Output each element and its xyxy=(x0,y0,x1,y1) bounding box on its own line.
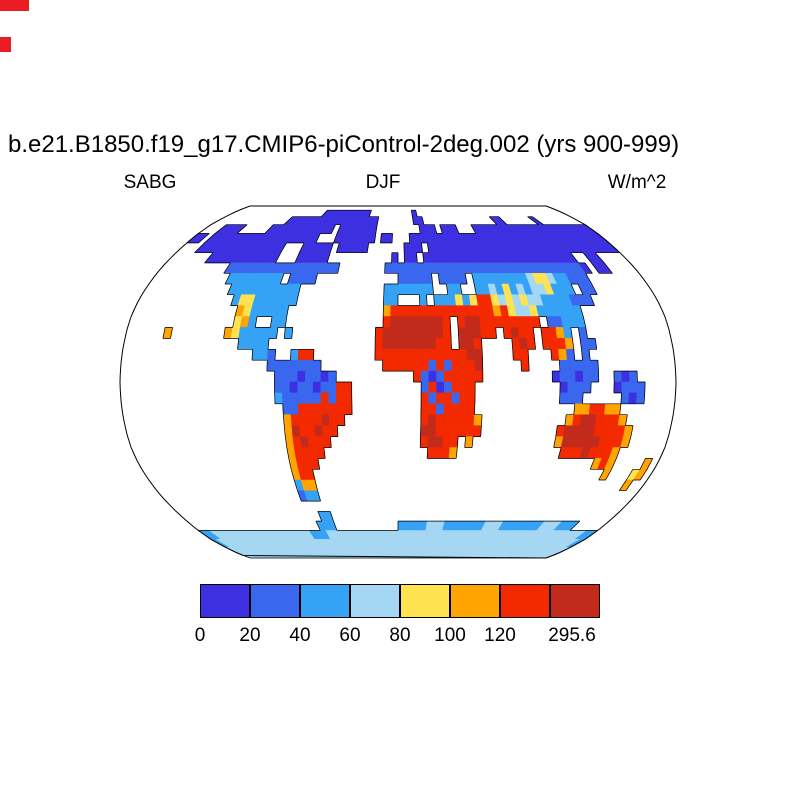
colorbar-box xyxy=(550,584,600,618)
colorbar-tick-label: 40 xyxy=(289,625,311,646)
season-label: DJF xyxy=(365,172,401,193)
colorbar-box xyxy=(400,584,450,618)
units-label: W/m^2 xyxy=(607,172,667,193)
colorbar-tick-label: 0 xyxy=(194,625,206,646)
colorbar-tick-label: 60 xyxy=(339,625,361,646)
colorbar-box xyxy=(250,584,300,618)
colorbar-box xyxy=(300,584,350,618)
colorbar-box xyxy=(450,584,500,618)
red-artifact-left xyxy=(0,37,11,52)
colorbar-box xyxy=(350,584,400,618)
colorbar-max-label: 295.6 xyxy=(548,625,596,646)
colorbar-tick-label: 100 xyxy=(434,625,466,646)
plot-title: b.e21.B1850.f19_g17.CMIP6-piControl-2deg… xyxy=(8,131,680,158)
variable-label: SABG xyxy=(123,172,177,193)
colorbar-boxes xyxy=(200,584,602,618)
colorbar-tick-label: 120 xyxy=(484,625,516,646)
colorbar-tick-label: 80 xyxy=(389,625,411,646)
colorbar-box xyxy=(200,584,250,618)
colorbar: 0 20 40 60 80 100 120 295.6 xyxy=(195,584,602,648)
colorbar-box xyxy=(500,584,550,618)
colorbar-tick-label: 20 xyxy=(239,625,261,646)
red-artifact-top xyxy=(0,0,29,11)
colorbar-labels: 0 20 40 60 80 100 120 295.6 xyxy=(195,618,602,648)
